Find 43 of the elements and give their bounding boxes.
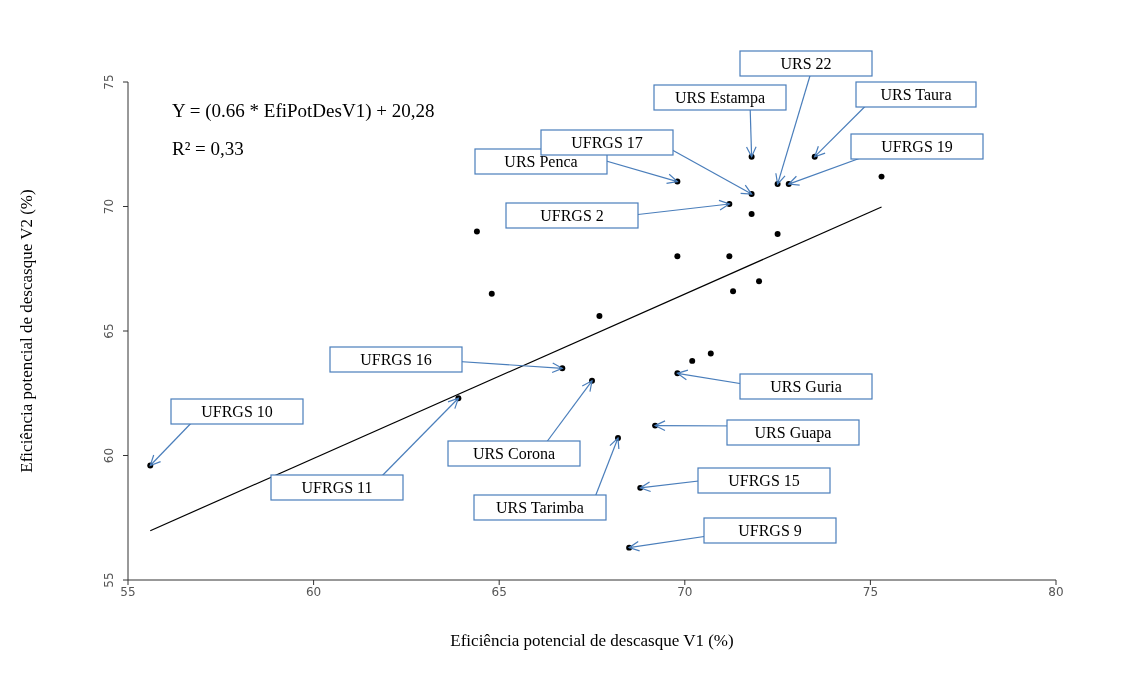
point <box>748 210 755 217</box>
point <box>473 228 480 235</box>
x-tick-label: 60 <box>305 584 322 599</box>
y-axis-title: Eficiência potencial de descasque V2 (%) <box>17 189 37 473</box>
annotation: URS Guria <box>770 378 842 395</box>
annotation: URS Tarimba <box>496 499 584 516</box>
annotation: URS Corona <box>472 445 556 462</box>
annotation: URS Penca <box>504 153 578 170</box>
annotation: URS 22 <box>780 55 832 72</box>
x-tick-label: 65 <box>491 584 507 599</box>
point <box>774 230 781 237</box>
y-tick-label: 75 <box>102 74 116 90</box>
annotation: URS Taura <box>880 86 952 103</box>
y-tick-label: 55 <box>102 572 116 588</box>
annotation: UFRGS 9 <box>738 522 802 539</box>
point <box>726 253 733 260</box>
point <box>674 253 681 260</box>
point <box>488 290 495 297</box>
x-tick-label: 80 <box>1048 584 1064 599</box>
annotation: Y = (0.66 * EfiPotDesV1) + 20,28 <box>172 100 435 122</box>
point <box>689 357 696 364</box>
x-tick-label: 75 <box>862 584 879 599</box>
x-tick-label: 70 <box>677 584 693 599</box>
annotation: UFRGS 11 <box>301 479 373 496</box>
point <box>878 173 885 180</box>
annotation: URS Guapa <box>754 424 832 442</box>
x-axis-title: Eficiência potencial de descasque V1 (%) <box>450 631 734 650</box>
annotation: UFRGS 2 <box>540 207 604 224</box>
y-tick-label: 60 <box>102 447 116 464</box>
annotation: UFRGS 10 <box>201 403 273 420</box>
y-tick-label: 65 <box>102 323 116 339</box>
annotation: URS Estampa <box>674 89 766 107</box>
point <box>756 278 763 285</box>
annotation: UFRGS 15 <box>728 472 800 489</box>
point <box>596 313 603 320</box>
annotation: UFRGS 16 <box>360 351 432 368</box>
annotation: UFRGS 19 <box>881 138 953 155</box>
point <box>730 288 737 295</box>
y-tick-label: 70 <box>102 198 116 215</box>
x-tick-label: 55 <box>120 584 136 599</box>
annotation: R² = 0,33 <box>172 138 244 159</box>
annotation: UFRGS 17 <box>571 134 643 151</box>
point <box>707 350 714 357</box>
